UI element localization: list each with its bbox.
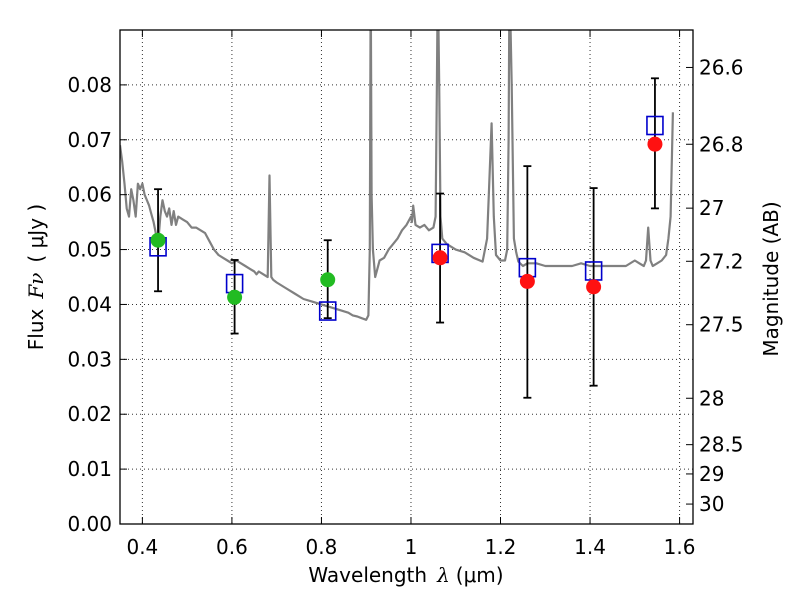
model-photometry-box	[318, 301, 337, 321]
x-tick-label: 1.6	[664, 535, 696, 559]
y-tick-label: 0.01	[67, 457, 112, 481]
x-tick-label: 0.6	[216, 535, 248, 559]
observed-point	[227, 289, 243, 305]
x-axis-label: Wavelength λ (μm)	[308, 563, 503, 587]
right-tick-label: 30	[699, 492, 724, 516]
x-axis: 0.4 0.6 0.8 1 1.2 1.4 1.6	[126, 30, 695, 559]
y-tick-label: 0.02	[67, 402, 112, 426]
observed-point	[432, 250, 448, 266]
right-axis-label: Magnitude (AB)	[759, 201, 783, 356]
right-tick-label: 29	[699, 462, 724, 486]
y-axis: 0.00 0.01 0.02 0.03 0.04 0.05 0.06 0.07 0.08	[67, 73, 127, 536]
x-tick-label: 0.8	[306, 535, 338, 559]
right-tick-label: 28	[699, 386, 724, 410]
x-tick-label: 0.4	[126, 535, 158, 559]
y-tick-label: 0.08	[67, 73, 112, 97]
right-tick-label: 27	[699, 196, 724, 220]
x-tick-label: 1.4	[574, 535, 606, 559]
y-tick-label: 0.04	[67, 292, 112, 316]
right-tick-label: 26.6	[699, 55, 744, 79]
y-axis-label: FluxFν( μJy )	[24, 204, 48, 350]
right-tick-label: 26.8	[699, 132, 744, 156]
observed-point	[519, 273, 535, 289]
right-magnitude-axis: 26.6 26.8 27 27.2 27.5 28 28.5 29 30	[686, 55, 744, 516]
observed-point	[647, 136, 663, 152]
model-spectrum-line	[120, 30, 674, 321]
observed-point	[586, 279, 602, 295]
right-tick-label: 28.5	[699, 433, 744, 457]
x-tick-label: 1.2	[485, 535, 517, 559]
plot-frame	[119, 29, 694, 525]
y-tick-label: 0.00	[67, 512, 112, 536]
observed-point	[150, 232, 166, 248]
observed-points	[150, 136, 663, 305]
x-tick-label: 1	[405, 535, 418, 559]
y-tick-label: 0.06	[67, 183, 112, 207]
y-tick-label: 0.07	[67, 128, 112, 152]
plot-area	[120, 30, 674, 321]
y-tick-label: 0.05	[67, 238, 112, 262]
right-tick-label: 27.2	[699, 249, 744, 273]
y-tick-label: 0.03	[67, 347, 112, 371]
right-tick-label: 27.5	[699, 313, 744, 337]
observed-point	[320, 272, 336, 288]
model-photometry-box	[646, 115, 664, 136]
